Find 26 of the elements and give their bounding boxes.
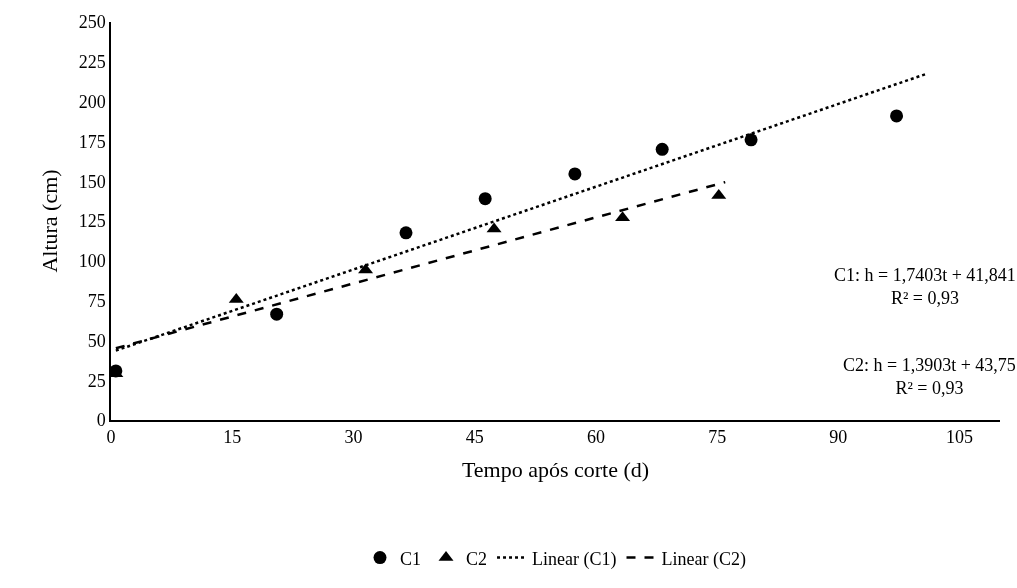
legend-label: Linear (C2)	[661, 548, 746, 570]
y-tick-label: 225	[78, 52, 106, 73]
y-tick-label: 200	[78, 91, 106, 112]
y-tick-label: 75	[87, 290, 106, 311]
x-tick-label: 90	[829, 427, 848, 448]
x-tick-label: 105	[946, 427, 974, 448]
y-tick-label: 250	[78, 12, 106, 33]
y-tick-label: 150	[78, 171, 106, 192]
annotation: C2: h = 1,3903t + 43,75 R² = 0,93	[843, 355, 1016, 399]
y-tick-label: 50	[87, 330, 106, 351]
x-tick-label: 60	[586, 427, 605, 448]
legend-label: C1	[400, 548, 422, 569]
legend-label: C2	[466, 548, 488, 569]
y-axis-title: Altura (cm)	[36, 169, 62, 273]
y-tick-label: 125	[78, 211, 106, 232]
y-tick-label: 100	[78, 251, 106, 272]
annotation: C1: h = 1,7403t + 41,841 R² = 0,93	[834, 265, 1016, 309]
x-tick-label: 75	[708, 427, 727, 448]
y-tick-label: 25	[87, 370, 106, 391]
x-tick-label: 30	[344, 427, 363, 448]
y-tick-label: 0	[96, 410, 106, 431]
legend-label: Linear (C1)	[532, 548, 617, 570]
x-axis-title: Tempo após corte (d)	[461, 456, 650, 482]
x-tick-label: 15	[223, 427, 242, 448]
y-tick-label: 175	[78, 131, 106, 152]
x-tick-label: 45	[465, 427, 484, 448]
